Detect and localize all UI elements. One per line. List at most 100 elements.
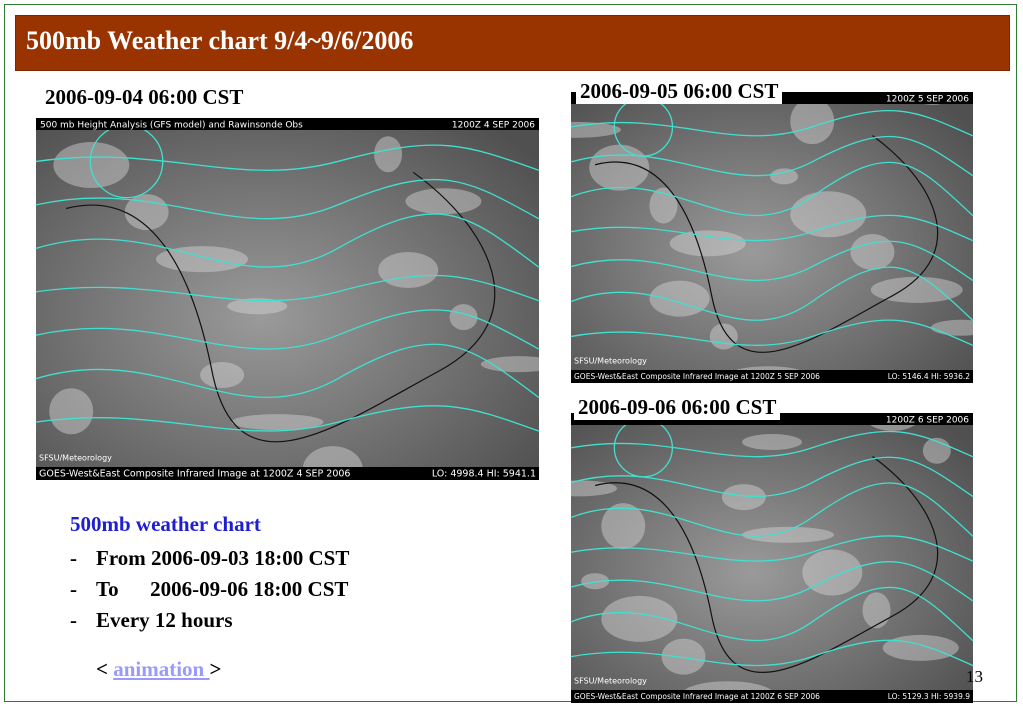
cloud [589,144,650,191]
map-credit: SFSU/Meteorology [574,357,647,366]
cloud [405,188,482,215]
item-marker: - [70,546,77,570]
weather-map: 500 mb Height Analysis (GFS model) and R… [36,118,539,480]
animation-link-line: < animation > [96,657,221,682]
height-contour [571,430,973,458]
map-image [571,413,973,703]
cloud [227,298,288,315]
map-time: 1200Z 4 SEP 2006 [452,121,535,131]
map-bottom-bar [36,467,539,480]
panel-label: 2006-09-06 06:00 CST [574,395,781,420]
cloud [661,638,706,675]
map-lo-hi: LO: 5146.4 HI: 5936.2 [888,372,970,381]
notes-item: - Every 12 hours [70,605,349,636]
cloud [571,121,622,138]
height-contour [571,161,973,217]
height-contour [571,482,973,537]
cloud [862,592,891,629]
cloud [882,634,959,661]
notes-item: - From 2006-09-03 18:00 CST [70,543,349,574]
cloud [571,480,618,497]
item-text: To 2006-09-06 18:00 CST [96,577,349,601]
slide-frame [4,4,1017,702]
cloud [770,168,799,185]
item-text: Every 12 hours [96,608,233,632]
map-lo-hi: LO: 4998.4 HI: 5941.1 [432,469,536,480]
map-title: 500 mb Height Analysis (GFS model) and R… [40,121,303,131]
map-bottom-bar [571,370,973,383]
height-contour [36,144,539,172]
notes-list: - From 2006-09-03 18:00 CST - To 2006-09-06… [70,543,349,636]
cloud [449,304,478,331]
height-contour [36,405,539,432]
map-bottom-bar [571,690,973,703]
weather-map: 1200Z 5 SEP 2006 SFSU/Meteorology GOES-Wes… [571,92,973,383]
map-time: 1200Z 5 SEP 2006 [886,95,969,105]
cloud [790,191,867,238]
cloud [581,573,610,590]
title-bar: 500mb Weather chart 9/4~9/6/2006 [15,15,1010,71]
link-suffix: > [209,657,222,681]
item-marker: - [70,608,77,632]
height-contour [36,178,539,220]
cloud [802,549,863,596]
cloud [231,414,324,431]
animation-link[interactable]: animation [113,657,210,681]
height-contour [571,456,973,498]
height-contour [571,535,973,562]
page-number: 13 [966,667,983,686]
cloud [49,388,94,435]
cloud [790,98,835,145]
map-caption: GOES-West&East Composite Infrared Image … [574,372,820,381]
height-contour [36,213,539,268]
coastline [66,171,496,443]
cloud [742,434,802,450]
map-caption: GOES-West&East Composite Infrared Image … [574,692,820,701]
cloud [709,323,738,350]
panel-label: 2006-09-05 06:00 CST [576,79,783,104]
map-lo-hi: LO: 5129.3 HI: 5939.9 [888,692,970,701]
height-contour [571,319,973,347]
coastline [594,456,939,673]
height-contour [571,135,973,177]
cloud [378,252,439,289]
map-caption: GOES-West&East Composite Infrared Image … [39,469,350,480]
cloud [742,526,835,543]
item-marker: - [70,577,77,601]
cloud [649,280,710,317]
cloud [870,276,963,303]
panel-label: 2006-09-04 06:00 CST [41,85,248,110]
map-top-bar [36,118,539,130]
cloud [601,503,646,550]
cloud [649,187,678,224]
link-prefix: < [96,657,114,681]
notes-item: - To 2006-09-06 18:00 CST [70,574,349,605]
height-contour [571,266,973,321]
notes: 500mb weather chart - From 2006-09-03 18:… [70,512,349,636]
cloud [155,246,248,273]
height-contour [571,240,973,282]
cloud [374,136,403,173]
map-image [571,92,973,383]
height-contour [36,343,539,399]
height-contour [571,586,973,642]
coastline [594,135,939,353]
weather-map: 1200Z 6 SEP 2006 SFSU/Meteorology GOES-Wes… [571,413,973,703]
notes-heading: 500mb weather chart [70,512,261,536]
height-contour [571,214,973,242]
map-credit: SFSU/Meteorology [39,454,112,463]
height-contour [36,274,539,302]
cloud [850,234,895,271]
cloud [480,356,539,373]
map-time: 1200Z 6 SEP 2006 [886,416,969,426]
slide-title: 500mb Weather chart 9/4~9/6/2006 [26,26,414,55]
cloud [669,230,746,257]
height-contour [571,639,973,667]
height-contour [571,561,973,602]
cloud [200,362,245,389]
cloud [721,484,766,511]
height-contour [571,109,973,137]
item-text: From 2006-09-03 18:00 CST [96,546,350,570]
map-image [36,118,539,480]
